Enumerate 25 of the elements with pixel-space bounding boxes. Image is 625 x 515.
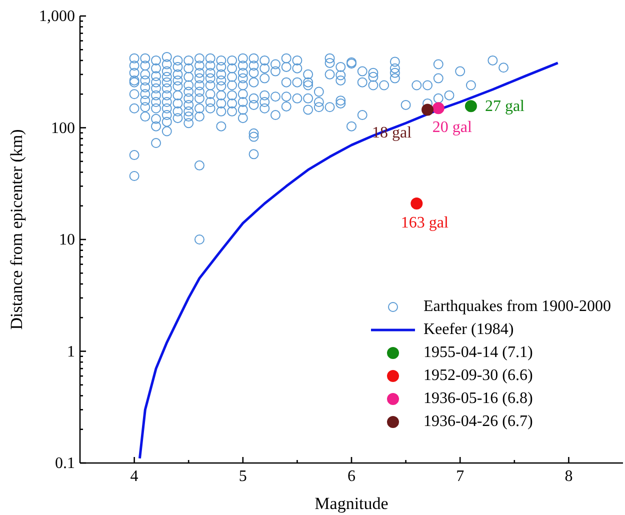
x-tick-label: 7 bbox=[456, 468, 464, 485]
x-tick-label: 4 bbox=[130, 468, 138, 485]
y-tick-label: 100 bbox=[51, 120, 75, 137]
y-tick-label: 10 bbox=[59, 232, 75, 248]
annotation: 27 gal bbox=[484, 98, 526, 116]
legend-label: 1955-04-14 (7.1) bbox=[423, 343, 533, 363]
legend-label: Keefer (1984) bbox=[423, 320, 514, 340]
x-tick-label: 5 bbox=[238, 468, 247, 485]
x-axis-title: Magnitude bbox=[314, 494, 388, 513]
legend-label: Earthquakes from 1900-2000 bbox=[423, 297, 611, 317]
annotation: 163 gal bbox=[400, 214, 449, 232]
x-tick-label: 8 bbox=[564, 468, 573, 485]
point bbox=[422, 104, 434, 116]
point bbox=[410, 197, 423, 210]
legend-label: 1952-09-30 (6.6) bbox=[423, 366, 533, 386]
legend-label: 1936-04-26 (6.7) bbox=[423, 412, 533, 432]
y-axis-title: Distance from epicenter (km) bbox=[7, 129, 26, 330]
y-tick-label: 1,000 bbox=[39, 8, 75, 25]
y-tick-label: 1 bbox=[67, 343, 75, 360]
point bbox=[464, 100, 477, 112]
x-tick-label: 6 bbox=[348, 468, 356, 485]
annotation: 20 gal bbox=[432, 119, 472, 136]
y-tick-label: 0.1 bbox=[55, 455, 75, 472]
legend-label: 1936-05-16 (6.8) bbox=[423, 389, 533, 409]
point bbox=[432, 102, 444, 114]
